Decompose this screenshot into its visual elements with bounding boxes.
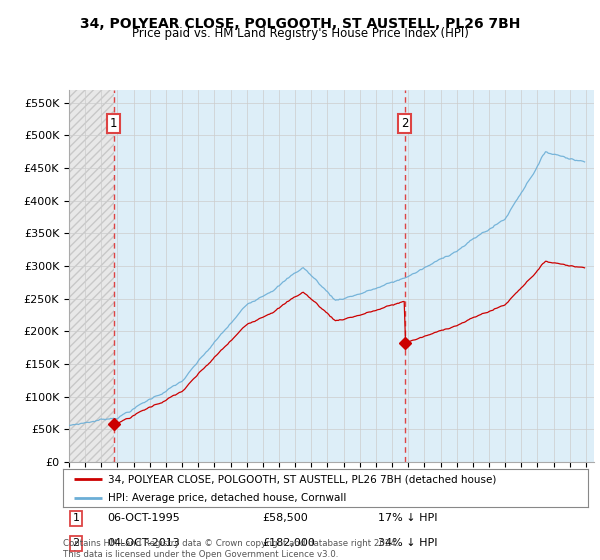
Text: 34% ↓ HPI: 34% ↓ HPI xyxy=(378,538,437,548)
Text: 1: 1 xyxy=(73,513,80,523)
Text: Contains HM Land Registry data © Crown copyright and database right 2024.
This d: Contains HM Land Registry data © Crown c… xyxy=(63,539,398,559)
Bar xyxy=(69,90,114,462)
Text: Price paid vs. HM Land Registry's House Price Index (HPI): Price paid vs. HM Land Registry's House … xyxy=(131,27,469,40)
Text: 2: 2 xyxy=(401,116,408,129)
Text: 34, POLYEAR CLOSE, POLGOOTH, ST AUSTELL, PL26 7BH: 34, POLYEAR CLOSE, POLGOOTH, ST AUSTELL,… xyxy=(80,17,520,31)
Text: 17% ↓ HPI: 17% ↓ HPI xyxy=(378,513,437,523)
Text: HPI: Average price, detached house, Cornwall: HPI: Average price, detached house, Corn… xyxy=(107,493,346,503)
Text: 04-OCT-2013: 04-OCT-2013 xyxy=(107,538,181,548)
Text: £58,500: £58,500 xyxy=(263,513,308,523)
Text: 06-OCT-1995: 06-OCT-1995 xyxy=(107,513,181,523)
Text: 1: 1 xyxy=(110,116,118,129)
Text: 34, POLYEAR CLOSE, POLGOOTH, ST AUSTELL, PL26 7BH (detached house): 34, POLYEAR CLOSE, POLGOOTH, ST AUSTELL,… xyxy=(107,474,496,484)
Text: 2: 2 xyxy=(73,538,80,548)
Text: £182,000: £182,000 xyxy=(263,538,316,548)
